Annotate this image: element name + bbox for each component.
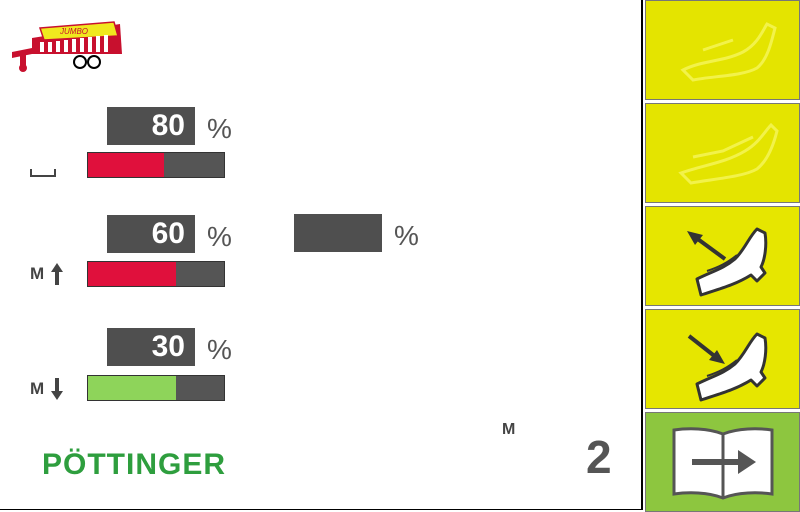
row2-level-bar: [87, 261, 225, 287]
row3-indicator: M: [30, 377, 64, 401]
brand-logo-text: PÖTTINGER: [42, 448, 227, 481]
row1-value-box: 80: [107, 107, 195, 145]
softkey-panel: [643, 0, 800, 512]
row1-level-fill: [88, 153, 165, 177]
row2-unit-label: %: [207, 221, 232, 252]
book-next-page-icon: [672, 427, 773, 500]
row2-value-box: 60: [107, 215, 195, 253]
row3-unit-label: %: [207, 334, 232, 365]
softkey-pickup-up[interactable]: [645, 206, 800, 306]
mode-number: 2: [586, 431, 612, 483]
pickup-lift-arrow-up-icon: [686, 227, 767, 297]
softkey-pickup-down[interactable]: [645, 309, 800, 409]
logo-jumbo-text: JUMBO: [59, 27, 88, 36]
pickup-raise-icon: [679, 22, 777, 82]
softkey-pickup-raise[interactable]: [645, 0, 800, 100]
mode-label: M: [502, 421, 516, 438]
row2-indicator-label: M: [30, 264, 45, 283]
row1-level-bar: [87, 152, 225, 178]
pickup-lower-arrow-down-icon: [687, 332, 767, 402]
row3-value-box: 30: [107, 328, 195, 366]
baseline-bracket-icon: [30, 169, 56, 177]
loader-wagon-icon: JUMBO: [12, 21, 122, 72]
row2-indicator: M: [30, 262, 64, 286]
main-area: JUMBO 80 %: [0, 0, 643, 510]
extra-value-box[interactable]: [294, 214, 382, 252]
softkey-next-page[interactable]: [645, 412, 800, 512]
pickup-lower-icon: [677, 122, 779, 185]
row3-level-fill: [88, 376, 177, 400]
row2-level-fill: [88, 262, 177, 286]
row1-indicator: [30, 168, 56, 178]
softkey-pickup-lower[interactable]: [645, 103, 800, 203]
extra-unit-label: %: [394, 220, 419, 251]
row3-level-bar: [87, 375, 225, 401]
arrow-up-icon: [51, 263, 64, 285]
row1-unit-label: %: [207, 113, 232, 144]
arrow-down-icon: [51, 378, 64, 400]
row3-indicator-label: M: [30, 379, 45, 398]
